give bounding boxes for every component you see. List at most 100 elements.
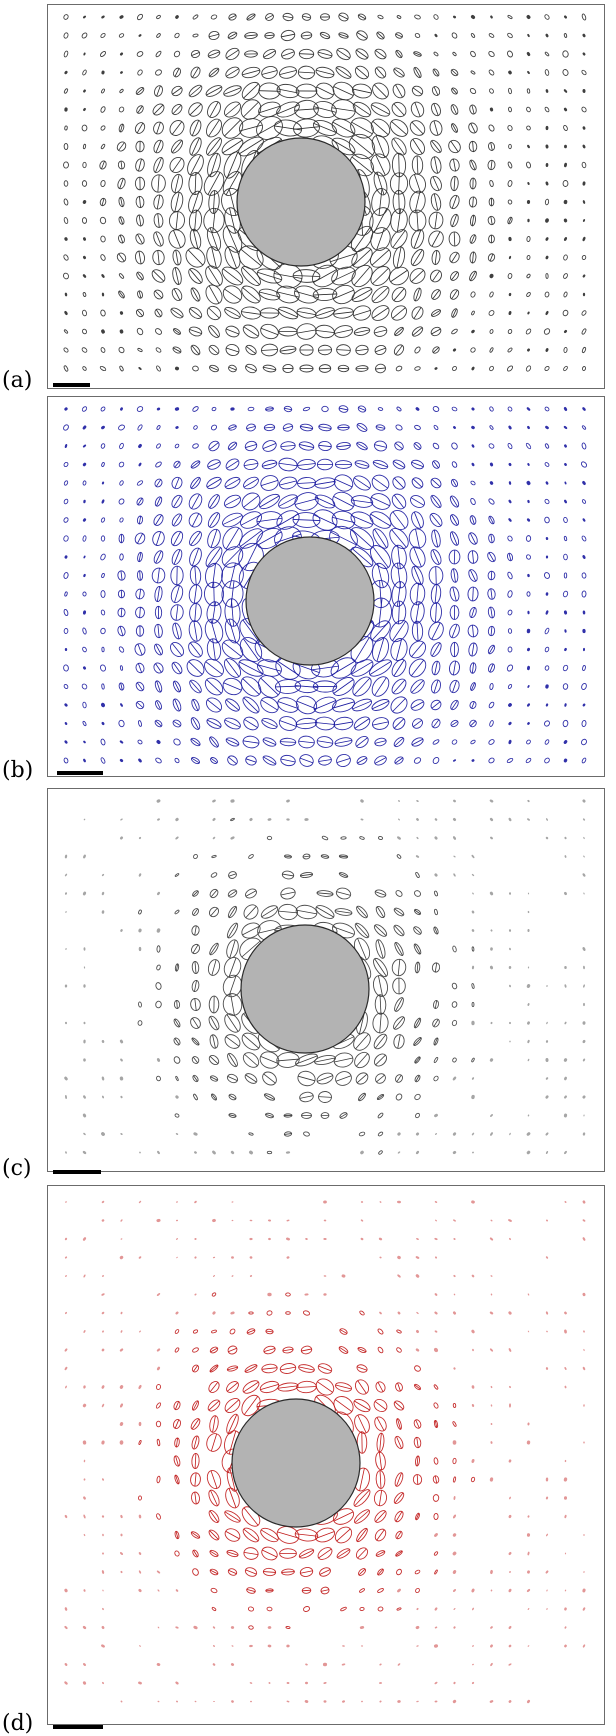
stress-ellipse bbox=[305, 1664, 307, 1666]
stress-ellipse bbox=[212, 1219, 216, 1222]
stress-ellipse bbox=[507, 406, 512, 412]
principal-axis bbox=[453, 661, 455, 675]
stress-ellipse bbox=[193, 1132, 198, 1136]
stress-ellipse bbox=[453, 1477, 456, 1483]
stress-ellipse bbox=[491, 1294, 492, 1296]
stress-ellipse bbox=[101, 1385, 104, 1389]
principal-axis bbox=[413, 139, 422, 153]
stress-ellipse bbox=[565, 855, 567, 857]
principal-axis bbox=[137, 702, 143, 707]
stress-ellipse bbox=[102, 293, 104, 296]
stress-ellipse bbox=[416, 818, 419, 821]
stress-ellipse bbox=[488, 701, 495, 708]
stress-ellipse bbox=[377, 1112, 383, 1118]
stress-ellipse bbox=[527, 200, 530, 204]
principal-axis bbox=[334, 312, 354, 314]
principal-axis bbox=[338, 368, 349, 369]
stress-ellipse bbox=[397, 1201, 400, 1203]
principal-axis bbox=[451, 141, 458, 152]
principal-axis bbox=[176, 605, 178, 620]
principal-axis bbox=[374, 85, 386, 98]
principal-axis bbox=[374, 445, 386, 448]
stress-ellipse bbox=[434, 1238, 437, 1240]
stress-ellipse bbox=[471, 407, 475, 411]
inclusion-disk bbox=[246, 537, 374, 665]
stress-ellipse bbox=[249, 1645, 252, 1647]
stress-ellipse bbox=[120, 1133, 122, 1135]
stress-ellipse bbox=[546, 1256, 548, 1258]
principal-axis bbox=[380, 1433, 382, 1452]
stress-ellipse bbox=[545, 665, 550, 670]
stress-ellipse bbox=[65, 1022, 67, 1024]
principal-axis bbox=[315, 481, 335, 484]
principal-axis bbox=[491, 534, 492, 543]
stress-ellipse bbox=[101, 1626, 104, 1629]
stress-ellipse bbox=[173, 1056, 181, 1065]
principal-axis bbox=[337, 758, 350, 762]
stress-ellipse bbox=[83, 1496, 86, 1499]
stress-ellipse bbox=[102, 1682, 104, 1684]
principal-axis bbox=[137, 534, 142, 544]
stress-ellipse bbox=[156, 1384, 161, 1390]
stress-ellipse bbox=[324, 1220, 326, 1221]
principal-axis bbox=[280, 70, 297, 74]
principal-axis bbox=[192, 494, 200, 508]
stress-ellipse bbox=[581, 69, 587, 75]
stress-ellipse bbox=[100, 366, 107, 372]
stress-ellipse bbox=[583, 703, 586, 706]
stress-ellipse bbox=[138, 758, 142, 762]
principal-axis bbox=[473, 252, 474, 263]
principal-axis bbox=[266, 1331, 273, 1332]
stress-ellipse bbox=[583, 1059, 585, 1062]
stress-ellipse bbox=[64, 740, 67, 744]
stress-ellipse bbox=[544, 628, 549, 635]
stress-ellipse bbox=[434, 1570, 438, 1575]
principal-axis bbox=[102, 198, 104, 205]
stress-ellipse bbox=[229, 1328, 236, 1335]
stress-ellipse bbox=[507, 180, 512, 187]
principal-axis bbox=[156, 664, 162, 673]
stress-ellipse bbox=[546, 1040, 548, 1042]
principal-axis bbox=[452, 681, 456, 693]
stress-ellipse bbox=[509, 1348, 512, 1352]
stress-ellipse bbox=[83, 759, 86, 763]
stress-ellipse bbox=[416, 1256, 420, 1259]
stress-ellipse bbox=[194, 1201, 197, 1204]
stress-ellipse bbox=[342, 1664, 345, 1666]
stress-ellipse bbox=[120, 929, 123, 932]
principal-axis bbox=[225, 103, 239, 115]
stress-ellipse bbox=[546, 1367, 548, 1369]
stress-ellipse bbox=[583, 1607, 586, 1610]
stress-ellipse bbox=[564, 347, 568, 353]
principal-axis bbox=[226, 348, 239, 352]
stress-ellipse bbox=[527, 1533, 530, 1536]
stress-ellipse bbox=[64, 329, 68, 333]
stress-ellipse bbox=[471, 855, 474, 859]
stress-ellipse bbox=[546, 1608, 547, 1609]
stress-ellipse bbox=[157, 946, 160, 953]
stress-ellipse bbox=[509, 985, 511, 987]
stress-ellipse bbox=[157, 1439, 160, 1446]
stress-ellipse bbox=[527, 71, 530, 74]
stress-ellipse bbox=[287, 1682, 289, 1684]
principal-axis bbox=[121, 683, 123, 690]
stress-ellipse bbox=[580, 738, 587, 745]
principal-axis bbox=[413, 250, 423, 265]
principal-axis bbox=[319, 445, 332, 446]
stress-ellipse bbox=[489, 329, 493, 334]
stress-ellipse bbox=[563, 180, 568, 186]
principal-axis bbox=[173, 514, 180, 525]
stress-ellipse bbox=[119, 15, 124, 19]
stress-ellipse bbox=[100, 664, 107, 672]
principal-axis bbox=[375, 348, 385, 352]
stress-ellipse bbox=[526, 125, 531, 130]
stress-ellipse bbox=[63, 14, 69, 20]
stress-ellipse bbox=[323, 1663, 327, 1666]
stress-ellipse bbox=[584, 1442, 585, 1443]
stress-ellipse bbox=[175, 1076, 178, 1081]
principal-axis bbox=[210, 737, 218, 747]
stress-ellipse bbox=[470, 291, 476, 298]
principal-axis bbox=[395, 1493, 403, 1503]
principal-axis bbox=[263, 367, 276, 370]
principal-axis bbox=[316, 70, 334, 75]
